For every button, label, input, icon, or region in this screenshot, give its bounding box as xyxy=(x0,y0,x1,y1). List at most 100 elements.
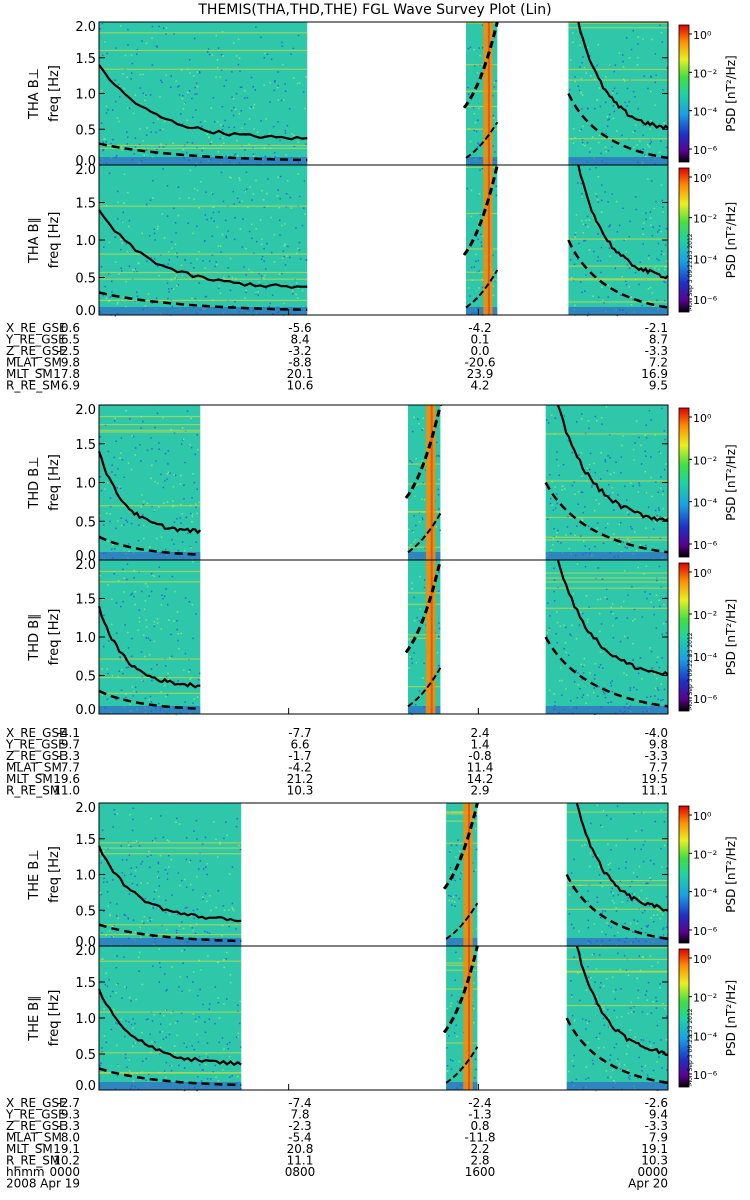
spectral-pixel xyxy=(128,219,131,222)
spectral-pixel xyxy=(638,482,640,484)
freq-axis-label: freq [Hz] xyxy=(47,454,62,511)
spectral-pixel xyxy=(411,587,413,590)
gyrofrequency-solid-line xyxy=(97,845,242,923)
spectral-pixel xyxy=(454,979,457,981)
spectral-pixel xyxy=(658,259,660,261)
spectral-pixel xyxy=(628,267,631,270)
spectral-pixel xyxy=(628,285,631,288)
spectral-pixel xyxy=(107,109,109,111)
spectral-pixel xyxy=(195,506,197,508)
spectral-pixel xyxy=(233,154,236,156)
gyrofrequency-solid-line xyxy=(575,945,669,1056)
spectral-pixel xyxy=(295,252,298,255)
spectral-pixel xyxy=(159,1046,162,1049)
spectral-pixel xyxy=(250,106,253,108)
harmonic-streak xyxy=(99,32,308,34)
spectral-pixel xyxy=(419,575,421,578)
spectral-pixel xyxy=(492,114,495,117)
spectral-pixel xyxy=(191,520,193,523)
spectral-pixel xyxy=(620,294,622,296)
colorbar-tick-label: 10⁰ xyxy=(693,29,712,42)
spectral-pixel xyxy=(277,71,279,73)
spectral-pixel xyxy=(574,80,576,83)
spectral-pixel xyxy=(118,85,121,87)
spectral-data-block xyxy=(99,803,242,946)
spectral-pixel xyxy=(162,27,165,29)
timestamp-stamp: Mon Sep 3 09:22:33 2012 xyxy=(687,632,694,710)
spectral-pixel xyxy=(160,815,162,817)
spectral-pixel xyxy=(104,983,107,986)
spectral-pixel xyxy=(215,76,217,78)
harmonic-streak xyxy=(566,839,668,841)
spectral-pixel xyxy=(138,524,140,526)
spectral-pixel xyxy=(154,1041,156,1043)
spectral-pixel xyxy=(642,900,645,903)
spectral-pixel xyxy=(165,990,167,992)
spectral-pixel xyxy=(607,149,610,152)
spectral-pixel xyxy=(467,86,469,89)
spectral-pixel xyxy=(641,956,644,958)
spectral-pixel xyxy=(192,1013,195,1015)
spectral-pixel xyxy=(167,679,170,681)
spectral-pixel xyxy=(115,984,118,986)
spectral-pixel xyxy=(601,930,603,933)
spectral-pixel xyxy=(167,471,170,474)
spectral-pixel xyxy=(601,423,603,425)
spectral-pixel xyxy=(635,124,637,126)
spectral-pixel xyxy=(186,976,189,978)
spectral-pixel xyxy=(593,462,595,465)
spectral-pixel xyxy=(134,94,137,96)
spectral-pixel xyxy=(571,451,573,454)
spectral-pixel xyxy=(162,146,165,148)
spectral-pixel xyxy=(279,175,282,178)
spectral-pixel xyxy=(279,139,281,142)
spectral-pixel xyxy=(295,293,297,296)
colorbar xyxy=(678,407,690,558)
spectral-pixel xyxy=(159,1012,161,1015)
spectral-pixel xyxy=(146,919,149,922)
ephemeris-label: MLT_SM xyxy=(6,772,53,786)
spectral-pixel xyxy=(627,594,629,597)
spectral-pixel xyxy=(611,486,613,489)
spectral-pixel xyxy=(231,1075,233,1077)
spectral-pixel xyxy=(219,76,222,78)
spectral-pixel xyxy=(575,669,577,672)
spectral-pixel xyxy=(576,182,579,184)
spectral-pixel xyxy=(655,579,658,582)
spectral-pixel xyxy=(142,420,144,423)
spectral-pixel xyxy=(208,136,210,139)
ephemeris-value: 19.1 xyxy=(53,1142,80,1156)
spectral-pixel xyxy=(184,878,186,881)
spectral-pixel xyxy=(192,702,194,704)
spectral-pixel xyxy=(470,266,473,269)
spectral-pixel xyxy=(166,929,168,931)
spectral-pixel xyxy=(615,988,617,991)
spectral-pixel xyxy=(125,242,128,245)
spectral-pixel xyxy=(563,624,565,627)
spectral-pixel xyxy=(297,141,299,143)
spectral-pixel xyxy=(255,179,257,182)
spectral-pixel xyxy=(141,40,143,42)
ephemeris-label: MLAT_SM xyxy=(6,761,62,775)
spectral-pixel xyxy=(151,572,153,575)
spectral-pixel xyxy=(601,826,604,828)
spectral-pixel xyxy=(135,447,137,449)
spectral-pixel xyxy=(563,415,566,417)
spectral-pixel xyxy=(127,917,129,919)
spectral-pixel xyxy=(123,87,126,90)
ephemeris-value: 10.2 xyxy=(53,1154,80,1168)
spectral-pixel xyxy=(183,498,185,500)
spectral-pixel xyxy=(654,434,657,436)
spectral-pixel xyxy=(110,623,113,626)
spectral-pixel xyxy=(587,900,590,902)
spectral-pixel xyxy=(170,858,173,861)
spectral-pixel xyxy=(575,214,578,216)
spectral-pixel xyxy=(588,548,591,550)
spectral-pixel xyxy=(176,284,178,287)
spectral-pixel xyxy=(571,484,574,487)
harmonic-streak xyxy=(545,539,668,541)
spectral-pixel xyxy=(182,438,185,441)
spectral-pixel xyxy=(170,633,172,636)
spectral-pixel xyxy=(654,509,657,512)
spectral-pixel xyxy=(273,151,276,154)
